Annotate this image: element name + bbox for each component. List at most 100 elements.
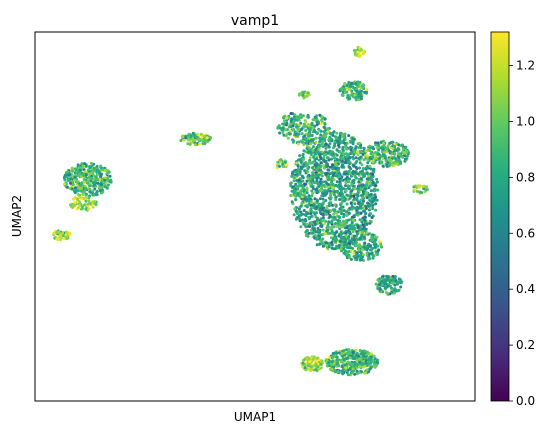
data-point	[374, 250, 378, 254]
data-point	[319, 177, 323, 181]
data-point	[95, 190, 99, 193]
data-point	[92, 183, 96, 187]
data-point	[205, 136, 209, 140]
data-point	[300, 167, 304, 171]
data-point	[344, 198, 348, 201]
data-point	[285, 116, 289, 120]
data-point	[387, 164, 391, 168]
data-point	[336, 361, 340, 365]
data-point	[358, 161, 362, 165]
data-point	[345, 253, 349, 257]
data-point	[356, 232, 360, 236]
data-point	[334, 183, 338, 187]
data-point	[417, 184, 421, 188]
data-point	[80, 166, 84, 170]
data-point	[303, 366, 307, 370]
data-point	[424, 188, 428, 192]
data-point	[95, 193, 99, 197]
data-point	[365, 196, 369, 200]
data-point	[304, 139, 308, 143]
data-point	[308, 128, 312, 132]
data-point	[304, 128, 308, 132]
data-point	[315, 179, 319, 183]
data-point	[348, 232, 352, 236]
data-point	[376, 249, 380, 252]
data-point	[318, 208, 322, 212]
data-point	[342, 187, 346, 191]
data-point	[70, 166, 74, 170]
data-point	[304, 225, 308, 229]
data-point	[197, 142, 201, 146]
data-point	[307, 231, 311, 235]
data-point	[324, 232, 327, 235]
data-point	[376, 278, 380, 282]
data-point	[300, 188, 304, 192]
data-point	[325, 145, 329, 149]
data-point	[343, 82, 347, 86]
data-point	[348, 84, 352, 88]
data-point	[358, 359, 362, 363]
data-point	[63, 237, 66, 241]
data-point	[327, 145, 331, 149]
data-point	[84, 164, 88, 168]
data-point	[359, 236, 362, 240]
data-point	[318, 210, 322, 214]
y-axis-label: UMAP2	[10, 195, 24, 237]
data-point	[310, 228, 313, 232]
data-point	[355, 150, 359, 154]
data-point	[351, 367, 355, 371]
data-point	[391, 140, 395, 144]
data-point	[314, 140, 318, 144]
data-point	[294, 209, 298, 213]
data-point	[315, 118, 319, 122]
data-point	[324, 189, 327, 192]
data-point	[95, 165, 99, 169]
data-point	[325, 171, 329, 175]
data-point	[108, 174, 112, 178]
data-point	[325, 364, 329, 368]
data-point	[320, 141, 324, 145]
data-point	[341, 372, 345, 376]
data-point	[332, 172, 336, 176]
data-point	[398, 153, 401, 157]
data-point	[313, 152, 317, 156]
data-point	[358, 243, 361, 247]
data-point	[328, 231, 332, 235]
data-point	[309, 212, 313, 216]
data-point	[312, 187, 315, 191]
data-point	[340, 165, 344, 169]
data-point	[360, 163, 364, 167]
data-point	[292, 115, 296, 119]
data-point	[327, 183, 330, 186]
data-point	[358, 149, 362, 153]
data-point	[346, 350, 350, 354]
data-point	[316, 227, 320, 230]
data-point	[311, 357, 315, 361]
data-point	[358, 141, 361, 145]
data-point	[334, 174, 338, 178]
data-point	[330, 221, 334, 225]
data-point	[292, 139, 296, 143]
data-point	[373, 153, 377, 157]
data-point	[354, 253, 358, 257]
data-point	[324, 209, 328, 213]
data-point	[361, 169, 364, 173]
data-point	[368, 212, 372, 216]
data-point	[348, 165, 351, 169]
data-point	[345, 220, 349, 224]
data-point	[356, 172, 360, 176]
data-point	[352, 224, 356, 228]
data-point	[302, 209, 306, 212]
data-point	[356, 237, 360, 241]
data-point	[371, 180, 375, 184]
data-point	[296, 142, 300, 146]
data-point	[301, 152, 305, 156]
data-point	[333, 233, 337, 237]
data-point	[99, 166, 103, 170]
data-point	[340, 191, 343, 195]
data-point	[349, 249, 353, 252]
data-point	[346, 236, 350, 240]
data-point	[347, 348, 351, 351]
data-point	[398, 162, 402, 166]
